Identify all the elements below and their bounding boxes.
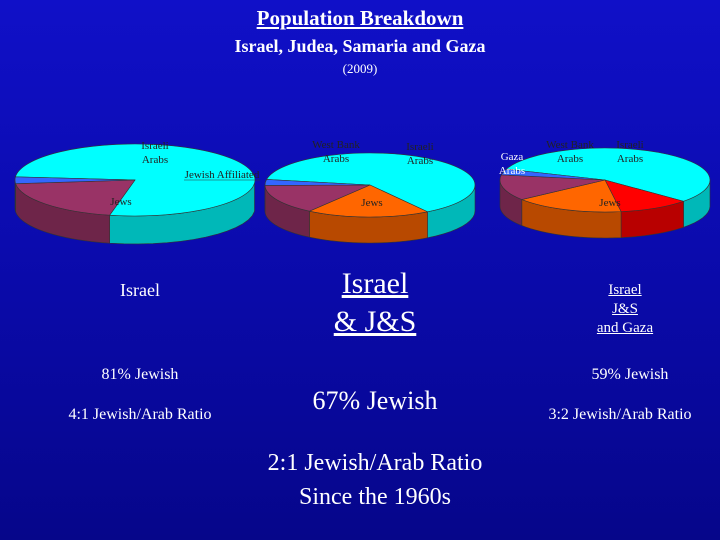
pie-slice [520, 179, 622, 213]
pie-slice-label: Israeli [616, 139, 643, 151]
jewish-percent-israel-js: 67% Jewish [312, 386, 438, 415]
summary-line: Since the 1960s [299, 484, 451, 510]
chart-name-line: Israel [120, 280, 160, 300]
slide-subtitle: Israel, Judea, Samaria and Gaza [234, 36, 486, 56]
pie-slice-label: Arabs [407, 155, 433, 167]
jewish-percent-israel-js-gaza: 59% Jewish [591, 366, 669, 383]
pie-slice [14, 176, 136, 184]
slide-year: (2009) [342, 61, 378, 76]
pie-slice [266, 152, 476, 213]
pie-slice [499, 174, 606, 200]
pie-slice [264, 179, 371, 186]
pie-slice-label: West Bank [546, 139, 594, 151]
chart-name-line: J&S [612, 301, 638, 317]
pie-slice [604, 179, 685, 212]
slide-title: Population Breakdown [256, 6, 464, 30]
pie-slice-label: Jews [110, 196, 131, 208]
summary-text: 2:1 Jewish/Arab Ratio Since the 1960s [200, 446, 550, 514]
pie-slice-label: Jewish Affiliated [185, 169, 260, 181]
pie-slice-label: Israeli [406, 141, 433, 153]
pie-slice-label: Jews [599, 197, 620, 209]
pie-slice-label: Jews [361, 197, 382, 209]
pie-slice-label: Arabs [323, 153, 349, 165]
pie-slice [308, 184, 429, 218]
pie-slice-label: Arabs [557, 153, 583, 165]
pie-slice [15, 179, 136, 216]
chart-name-line: & J&S [333, 305, 417, 338]
pie-slice [505, 147, 711, 202]
chart-name-israel: Israel [60, 280, 220, 301]
pie-slice-label: Arabs [617, 153, 643, 165]
ratio-israel-js-gaza: 3:2 Jewish/Arab Ratio [548, 406, 692, 423]
pie-slice-label: West Bank [312, 139, 360, 151]
jewish-percent-israel: 81% Jewish [101, 366, 179, 383]
pie-slice-label: Gaza [501, 151, 524, 163]
chart-name-israel-js: Israel & J&S [260, 265, 490, 341]
pie-slice-label: Arabs [142, 154, 168, 166]
chart-name-israel-js-gaza: Israel J&S and Gaza [560, 281, 690, 338]
chart-name-line: Israel [341, 267, 409, 300]
summary-line: 2:1 Jewish/Arab Ratio [267, 450, 483, 476]
chart-name-line: and Gaza [596, 320, 654, 336]
pie-slice-label: Israeli [141, 140, 168, 152]
chart-name-line: Israel [608, 282, 642, 298]
pie-slice [500, 168, 606, 181]
ratio-israel: 4:1 Jewish/Arab Ratio [68, 406, 212, 423]
pie-slice [264, 184, 371, 212]
pie-slice-label: Arabs [499, 165, 525, 177]
